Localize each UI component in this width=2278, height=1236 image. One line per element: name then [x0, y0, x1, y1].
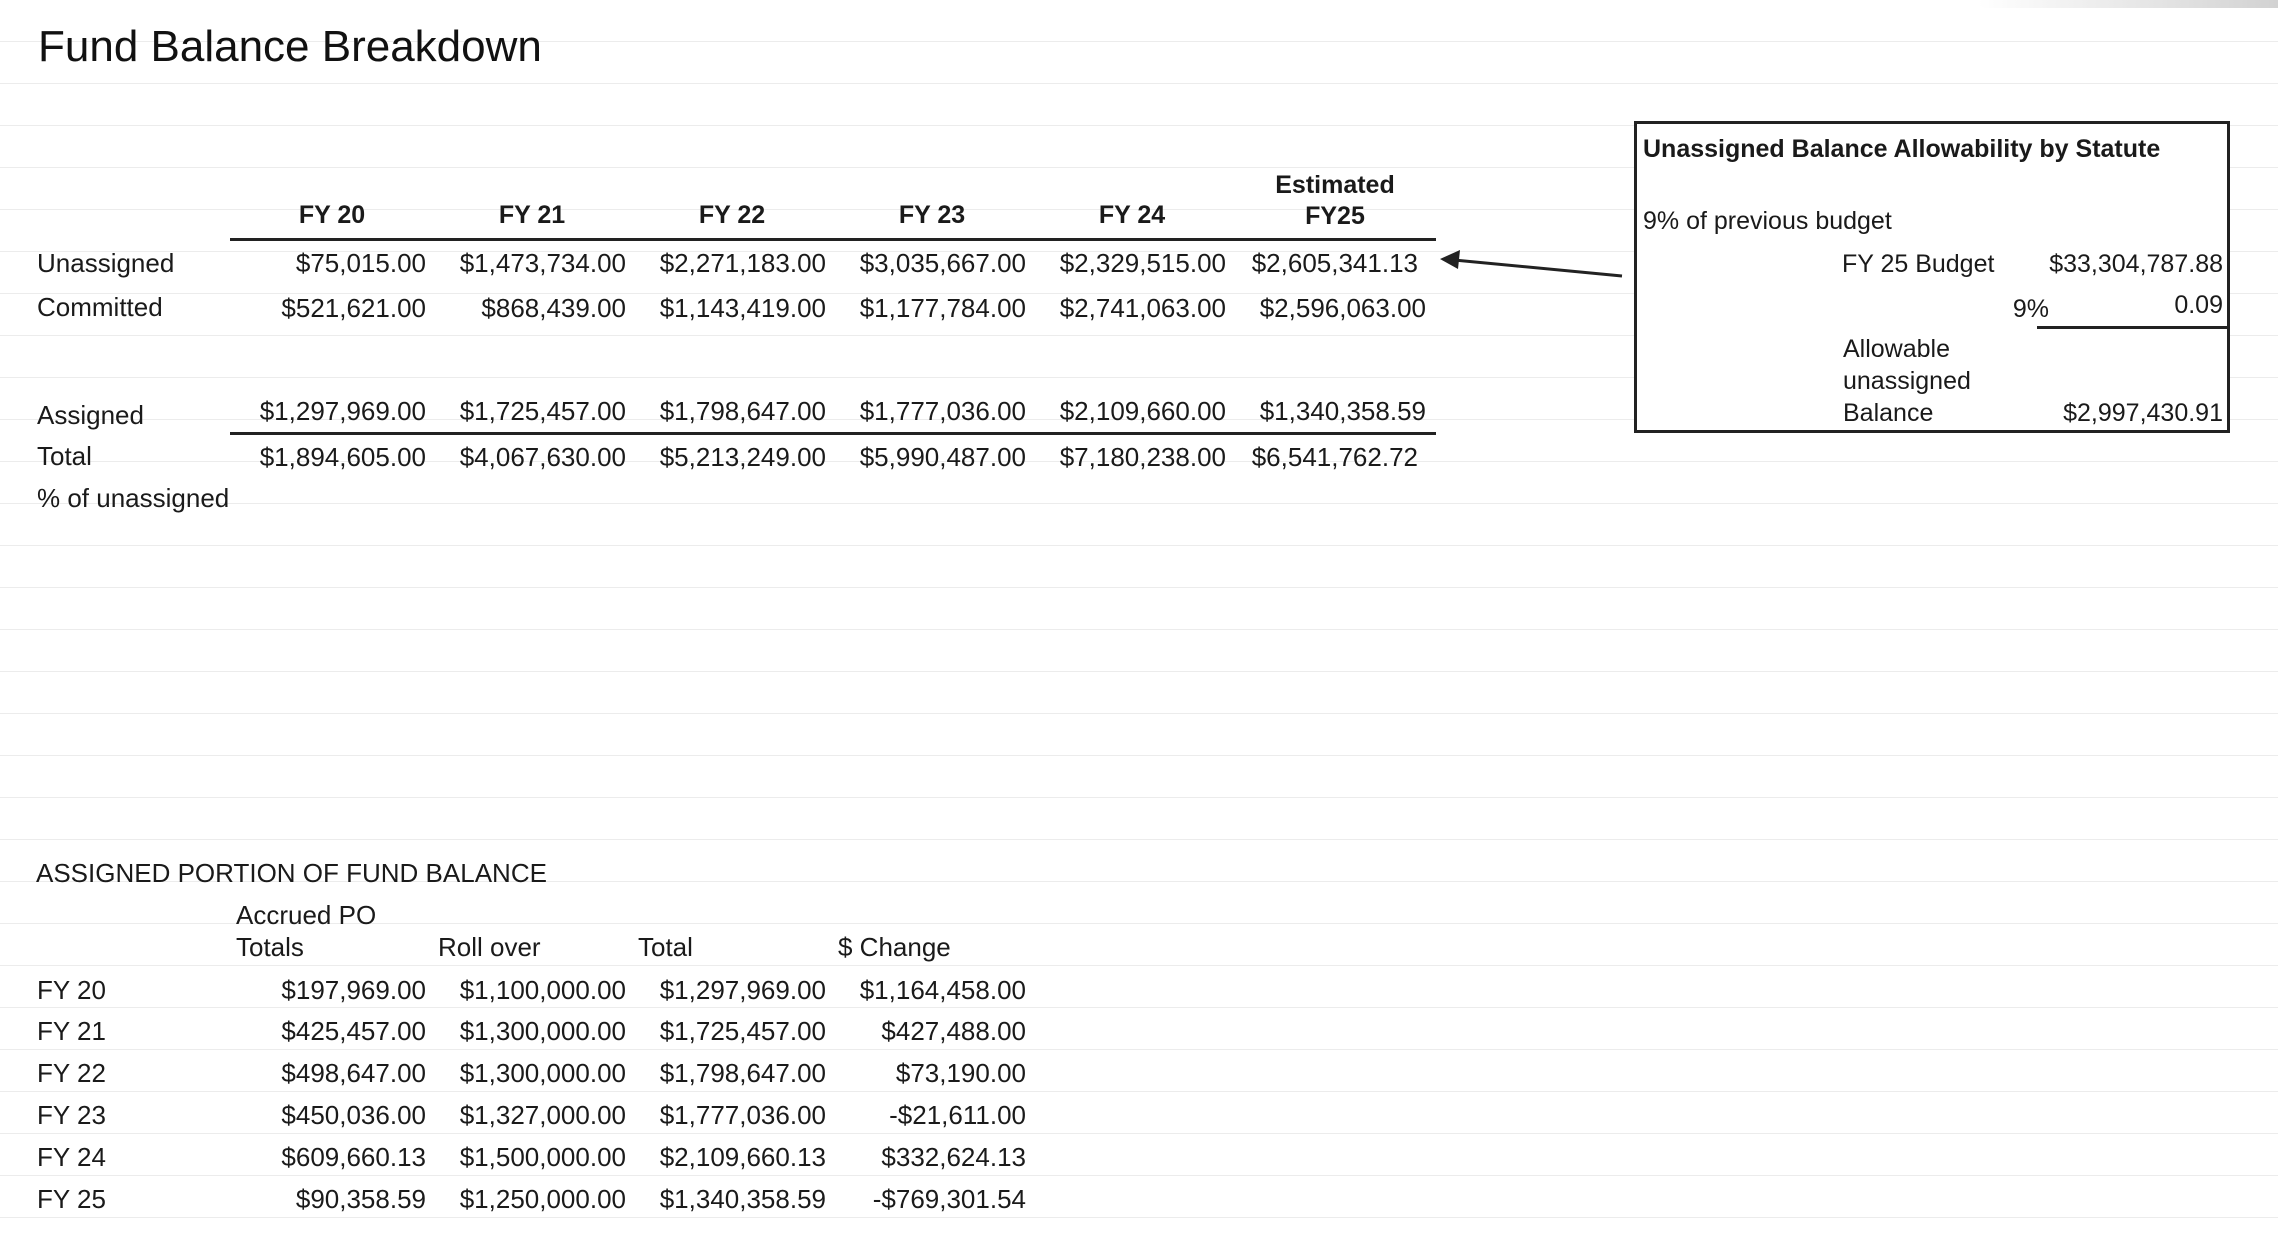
row-label-unassigned: Unassigned: [37, 248, 175, 278]
row-label: FY 21: [37, 1016, 106, 1046]
cell-accrued: $450,036.00: [281, 1100, 426, 1130]
cell: $2,741,063.00: [1059, 293, 1226, 323]
cell: $1,798,647.00: [659, 396, 826, 426]
cell-rollover: $1,100,000.00: [459, 975, 626, 1005]
col-header-fy24: FY 24: [1098, 201, 1166, 229]
cell-accrued: $197,969.00: [281, 975, 426, 1005]
cell: $3,035,667.00: [859, 248, 1026, 278]
cell-accrued: $498,647.00: [281, 1058, 426, 1088]
cell: $1,894,605.00: [259, 442, 426, 472]
cell-total: $1,725,457.00: [659, 1016, 826, 1046]
row-label: FY 22: [37, 1058, 106, 1088]
cell: $5,990,487.00: [859, 442, 1026, 472]
cell: $1,177,784.00: [859, 293, 1026, 323]
cell-rollover: $1,300,000.00: [459, 1058, 626, 1088]
cell: $2,109,660.00: [1059, 396, 1226, 426]
col-header-estimated: Estimated: [1275, 171, 1395, 199]
cell-accrued: $425,457.00: [281, 1016, 426, 1046]
cell-total: $1,798,647.00: [659, 1058, 826, 1088]
col-header-change: $ Change: [838, 932, 951, 962]
cell: $2,596,063.00: [1259, 293, 1426, 323]
row-label: FY 25: [37, 1184, 106, 1214]
statute-box-subtitle: 9% of previous budget: [1643, 207, 1892, 235]
pct-value: 0.09: [2174, 291, 2223, 319]
allowable-label-1: Allowable: [1843, 335, 1951, 363]
cell-total: $1,777,036.00: [659, 1100, 826, 1130]
statute-box-title: Unassigned Balance Allowability by Statu…: [1643, 135, 2161, 163]
cell-total: $1,297,969.00: [659, 975, 826, 1005]
row-label-assigned: Assigned: [37, 400, 144, 430]
row-label-committed: Committed: [37, 292, 163, 322]
statute-box: Unassigned Balance Allowability by Statu…: [1634, 121, 2230, 433]
window-edge-shadow: [1978, 0, 2278, 8]
cell: $2,329,515.00: [1059, 248, 1226, 278]
cell: $2,271,183.00: [659, 248, 826, 278]
cell: $868,439.00: [481, 293, 626, 323]
cell: $5,213,249.00: [659, 442, 826, 472]
row-label: FY 20: [37, 975, 106, 1005]
cell: $1,725,457.00: [459, 396, 626, 426]
cell: $2,605,341.13: [1251, 248, 1418, 278]
cell: $75,015.00: [295, 248, 426, 278]
cell: $1,297,969.00: [259, 396, 426, 426]
row-label: FY 23: [37, 1100, 106, 1130]
budget-label: FY 25 Budget: [1842, 250, 1995, 278]
cell-rollover: $1,500,000.00: [459, 1142, 626, 1172]
pointer-arrow: [1440, 250, 1623, 278]
col-header-fy25: FY25: [1305, 202, 1365, 230]
header-underline: [230, 238, 1436, 241]
cell-rollover: $1,300,000.00: [459, 1016, 626, 1046]
cell: $1,340,358.59: [1259, 396, 1426, 426]
budget-value: $33,304,787.88: [2049, 250, 2223, 278]
cell-change: $332,624.13: [881, 1142, 1026, 1172]
col-header-fy23: FY 23: [898, 201, 966, 229]
cell: $6,541,762.72: [1251, 442, 1418, 472]
allowable-value: $2,997,430.91: [2063, 399, 2223, 427]
cell-rollover: $1,327,000.00: [459, 1100, 626, 1130]
box-inner-rule: [2037, 326, 2230, 329]
cell: $521,621.00: [281, 293, 426, 323]
row-label-pct-unassigned: % of unassigned: [37, 483, 230, 513]
cell-change: -$21,611.00: [889, 1100, 1026, 1130]
cell-change: $1,164,458.00: [859, 975, 1026, 1005]
allowable-label-2: unassigned: [1843, 367, 1971, 395]
allowable-label-3: Balance: [1843, 399, 1934, 427]
cell-change: -$769,301.54: [872, 1184, 1026, 1214]
cell: $1,143,419.00: [659, 293, 826, 323]
total-rule: [230, 432, 1436, 435]
cell-accrued: $609,660.13: [281, 1142, 426, 1172]
col-header-total: Total: [638, 932, 693, 962]
cell-total: $1,340,358.59: [659, 1184, 826, 1214]
col-header-accrued-1: Accrued PO: [236, 900, 377, 930]
cell-rollover: $1,250,000.00: [459, 1184, 626, 1214]
row-label-total: Total: [37, 441, 92, 471]
cell: $1,777,036.00: [859, 396, 1026, 426]
cell-accrued: $90,358.59: [295, 1184, 426, 1214]
cell: $1,473,734.00: [459, 248, 626, 278]
pct-label: 9%: [2012, 295, 2049, 323]
cell-total: $2,109,660.13: [659, 1142, 826, 1172]
col-header-fy20: FY 20: [298, 201, 366, 229]
assigned-table-title: ASSIGNED PORTION OF FUND BALANCE: [36, 858, 547, 888]
col-header-accrued-2: Totals: [236, 932, 304, 962]
row-label: FY 24: [37, 1142, 106, 1172]
col-header-fy21: FY 21: [498, 201, 566, 229]
cell-change: $427,488.00: [881, 1016, 1026, 1046]
cell-change: $73,190.00: [895, 1058, 1026, 1088]
col-header-rollover: Roll over: [438, 932, 541, 962]
cell: $7,180,238.00: [1059, 442, 1226, 472]
cell: $4,067,630.00: [459, 442, 626, 472]
page-title: Fund Balance Breakdown: [38, 22, 542, 71]
col-header-fy22: FY 22: [698, 201, 766, 229]
